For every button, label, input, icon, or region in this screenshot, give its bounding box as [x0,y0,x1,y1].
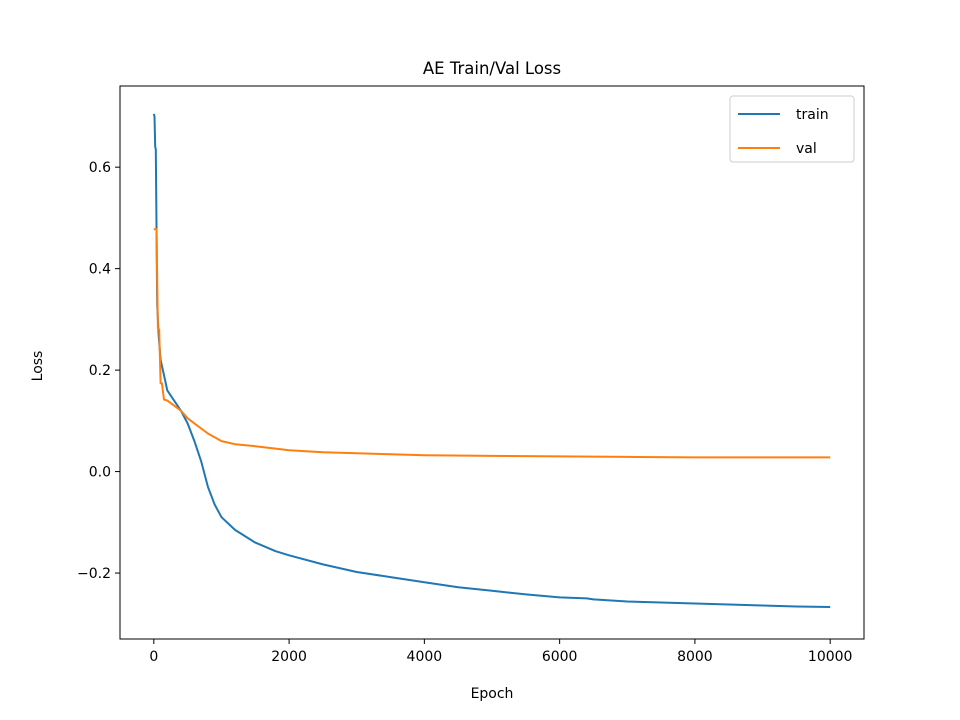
series-line-val [153,228,831,459]
legend: train val [729,95,855,163]
x-axis-label: Epoch [471,686,514,702]
plot-area [152,113,831,608]
series-lines [152,113,831,608]
chart-title: AE Train/Val Loss [423,59,561,78]
y-axis-label: Loss [30,351,46,382]
x-tick-label: 4000 [407,649,443,665]
legend-box [729,95,855,163]
y-tick-label: 0.2 [89,363,111,379]
y-tick-label: −0.2 [77,566,111,582]
x-tick-label: 10000 [808,649,853,665]
x-tick-label: 6000 [542,649,578,665]
x-tick-label: 2000 [271,649,307,665]
x-tick-label: 8000 [677,649,713,665]
legend-label-train: train [796,107,829,123]
y-tick-label: 0.4 [89,262,111,278]
x-tick-label: 0 [149,649,158,665]
y-tick-label: 0.6 [89,160,111,176]
x-axis: 0 2000 4000 6000 8000 10000 [149,639,852,665]
axes-frame [119,85,865,640]
y-tick-label: 0.0 [89,465,111,481]
legend-label-val: val [796,141,817,157]
y-axis: −0.2 0.0 0.2 0.4 0.6 [77,160,120,582]
series-line-train [152,113,831,608]
